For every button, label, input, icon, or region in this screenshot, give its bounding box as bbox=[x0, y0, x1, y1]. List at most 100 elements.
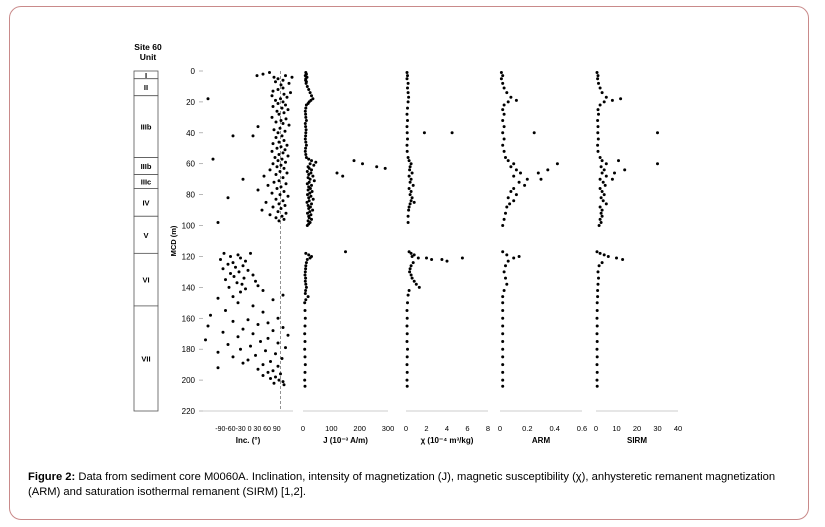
data-point bbox=[264, 200, 268, 204]
data-point bbox=[271, 89, 275, 93]
data-point bbox=[303, 301, 307, 305]
data-point bbox=[599, 211, 603, 215]
data-point bbox=[231, 295, 235, 299]
data-point bbox=[251, 304, 255, 308]
unit-label: II bbox=[144, 83, 148, 92]
data-point bbox=[216, 221, 220, 224]
data-point bbox=[261, 374, 265, 377]
data-point bbox=[600, 91, 604, 95]
data-point bbox=[505, 91, 509, 95]
data-point bbox=[274, 375, 277, 379]
data-point bbox=[239, 290, 242, 294]
data-point bbox=[240, 282, 244, 286]
data-point bbox=[422, 131, 426, 135]
data-point bbox=[621, 258, 625, 261]
data-point bbox=[303, 109, 307, 113]
x-tick-label: 200 bbox=[353, 424, 366, 433]
data-point bbox=[211, 157, 215, 161]
data-point bbox=[307, 166, 311, 170]
data-point bbox=[555, 162, 559, 166]
data-point bbox=[269, 360, 272, 363]
data-point bbox=[304, 140, 308, 144]
data-point bbox=[501, 347, 505, 351]
data-point bbox=[409, 190, 413, 193]
data-point bbox=[276, 88, 280, 91]
x-axis-label: χ (10⁻⁴ m³/kg) bbox=[421, 436, 474, 445]
data-point bbox=[502, 270, 506, 274]
data-point bbox=[271, 162, 275, 166]
unit-label: IIIc bbox=[141, 178, 151, 187]
data-point bbox=[417, 285, 421, 289]
x-tick-label: 0 bbox=[498, 424, 502, 433]
data-point bbox=[596, 289, 600, 292]
data-point bbox=[270, 149, 274, 153]
data-point bbox=[504, 264, 507, 268]
data-point bbox=[303, 279, 307, 283]
data-point bbox=[405, 309, 409, 312]
data-point bbox=[306, 188, 310, 192]
data-point bbox=[501, 378, 505, 382]
unit-label: VII bbox=[141, 354, 150, 363]
data-point bbox=[405, 340, 409, 343]
data-point bbox=[278, 126, 282, 130]
data-point bbox=[304, 285, 308, 289]
data-point bbox=[280, 357, 284, 360]
data-point bbox=[597, 81, 600, 85]
data-point bbox=[305, 170, 309, 173]
data-point bbox=[216, 296, 220, 300]
data-point bbox=[416, 256, 420, 260]
data-point bbox=[279, 185, 283, 189]
data-point bbox=[514, 193, 518, 197]
data-point bbox=[335, 171, 339, 175]
data-point bbox=[308, 191, 312, 195]
data-point bbox=[406, 214, 410, 218]
data-point bbox=[512, 174, 516, 178]
data-point bbox=[598, 177, 602, 181]
data-point bbox=[307, 157, 311, 161]
data-point bbox=[410, 171, 414, 175]
data-point bbox=[285, 95, 289, 99]
data-point bbox=[260, 208, 264, 212]
data-point bbox=[306, 211, 309, 215]
data-point bbox=[601, 199, 605, 203]
data-point bbox=[311, 174, 315, 178]
data-point bbox=[275, 165, 279, 169]
data-point bbox=[504, 156, 507, 159]
data-point bbox=[276, 341, 280, 345]
data-point bbox=[281, 176, 285, 180]
data-point bbox=[409, 251, 413, 255]
data-point bbox=[596, 131, 600, 135]
data-point bbox=[226, 262, 230, 266]
data-point bbox=[440, 258, 444, 261]
x-tick-label: 2 bbox=[424, 424, 428, 433]
data-point bbox=[303, 149, 307, 153]
data-point bbox=[598, 156, 602, 159]
data-point bbox=[501, 250, 505, 254]
data-point bbox=[598, 187, 602, 190]
data-point bbox=[304, 143, 308, 147]
data-point bbox=[249, 344, 252, 348]
data-point bbox=[501, 108, 505, 112]
data-point bbox=[501, 301, 505, 305]
data-point bbox=[504, 211, 507, 215]
data-point bbox=[617, 159, 620, 163]
data-point bbox=[309, 171, 313, 175]
x-tick-label: 0 bbox=[404, 424, 408, 433]
data-point bbox=[266, 370, 270, 374]
data-point bbox=[504, 276, 507, 280]
data-point bbox=[502, 125, 506, 129]
data-point bbox=[406, 137, 409, 141]
data-point bbox=[231, 355, 235, 359]
data-point bbox=[283, 129, 287, 133]
data-point bbox=[237, 270, 241, 274]
data-point bbox=[285, 143, 289, 147]
data-point bbox=[407, 289, 411, 292]
data-point bbox=[383, 166, 387, 170]
data-point bbox=[598, 251, 602, 255]
data-point bbox=[286, 108, 290, 112]
data-point bbox=[501, 332, 505, 336]
data-point bbox=[227, 285, 231, 289]
data-point bbox=[596, 282, 600, 286]
data-point bbox=[656, 131, 659, 135]
data-point bbox=[241, 361, 245, 365]
